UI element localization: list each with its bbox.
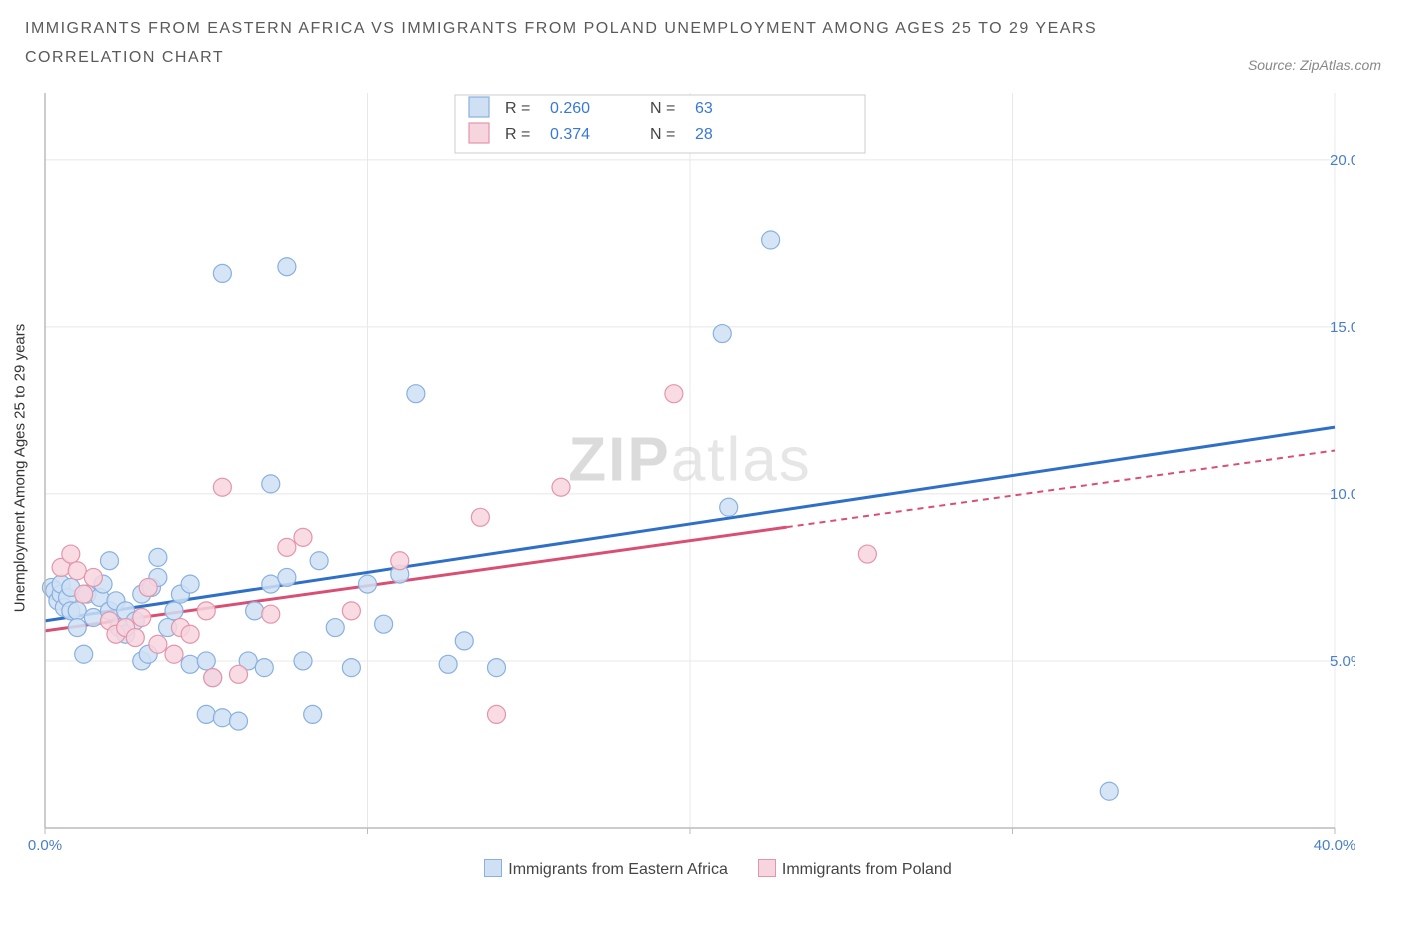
svg-text:0.374: 0.374 — [550, 126, 590, 143]
chart-title-line1: IMMIGRANTS FROM EASTERN AFRICA VS IMMIGR… — [25, 15, 1097, 44]
chart-title-line2: CORRELATION CHART — [25, 44, 1097, 73]
svg-text:0.0%: 0.0% — [28, 837, 62, 853]
correlation-scatter-chart: ZIPatlas 5.0% 10.0% 15.0% 20.0% 0.0% 40.0% R = 0… — [25, 83, 1355, 853]
source-label: Source: ZipAtlas.com — [1248, 57, 1381, 73]
svg-text:N =: N = — [650, 100, 675, 117]
legend-label: Immigrants from Eastern Africa — [508, 861, 728, 878]
svg-text:5.0%: 5.0% — [1330, 653, 1355, 670]
svg-text:28: 28 — [695, 126, 713, 143]
svg-text:40.0%: 40.0% — [1314, 837, 1355, 853]
legend-swatch — [484, 859, 502, 877]
y-axis-label: Unemployment Among Ages 25 to 29 years — [12, 323, 29, 612]
legend-swatch — [758, 859, 776, 877]
chart-container: Unemployment Among Ages 25 to 29 years Z… — [25, 83, 1381, 853]
svg-text:0.260: 0.260 — [550, 100, 590, 117]
svg-text:20.0%: 20.0% — [1330, 151, 1355, 168]
legend-label: Immigrants from Poland — [782, 861, 952, 878]
svg-text:15.0%: 15.0% — [1330, 318, 1355, 335]
svg-text:10.0%: 10.0% — [1330, 486, 1355, 503]
svg-text:ZIPatlas: ZIPatlas — [568, 425, 811, 494]
svg-text:R =: R = — [505, 100, 530, 117]
svg-text:N =: N = — [650, 126, 675, 143]
bottom-legend: Immigrants from Eastern Africa Immigrants… — [25, 859, 1381, 879]
svg-text:63: 63 — [695, 100, 713, 117]
svg-text:R =: R = — [505, 126, 530, 143]
